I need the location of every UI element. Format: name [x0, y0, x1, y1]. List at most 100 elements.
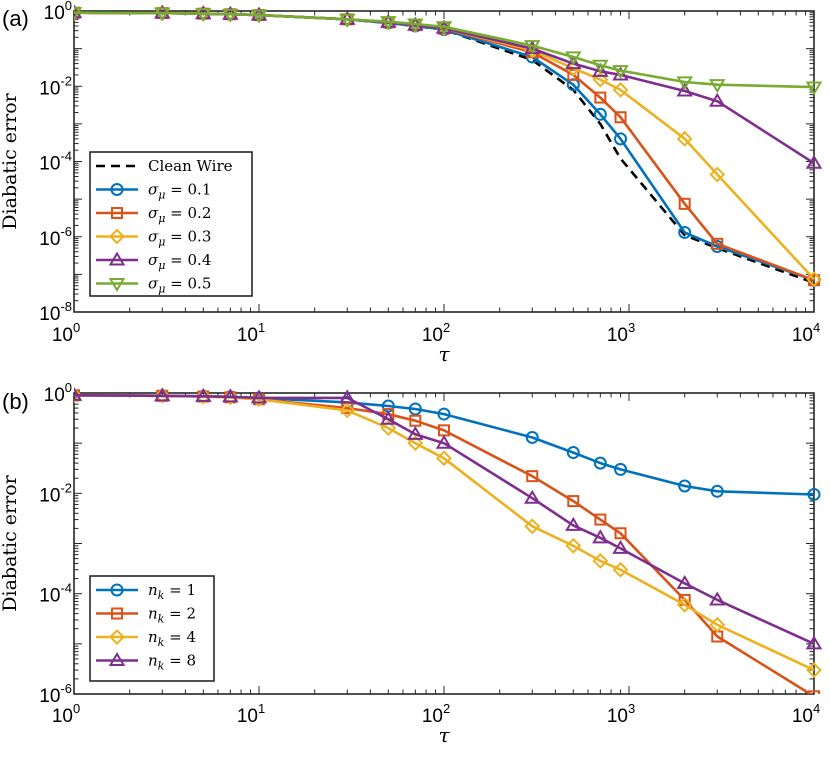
data-point — [436, 450, 452, 467]
data-point — [250, 9, 268, 24]
panel-label: (a) — [2, 6, 29, 31]
legend-box — [89, 151, 253, 297]
series-line — [74, 394, 815, 496]
legend-label: σμ = 0.5 — [148, 275, 211, 296]
y-tick-label: 10-2 — [39, 73, 72, 99]
legend-swatch-marker — [110, 583, 124, 597]
data-point — [524, 518, 541, 535]
data-point — [594, 91, 607, 104]
data-point — [525, 430, 539, 444]
data-point — [612, 66, 629, 81]
panel-label: (b) — [2, 389, 29, 414]
x-tick-label: 104 — [792, 320, 820, 346]
data-point — [594, 513, 607, 526]
data-point — [678, 479, 692, 493]
data-point — [612, 539, 629, 554]
data-point — [74, 386, 83, 401]
x-tick-label: 100 — [52, 320, 80, 346]
data-point — [567, 68, 580, 81]
legend-swatch-marker — [109, 228, 125, 245]
y-tick-label: 10-6 — [39, 224, 72, 250]
data-point — [592, 529, 609, 544]
legend-item: σμ = 0.4 — [96, 251, 211, 272]
data-point — [407, 435, 424, 452]
data-point — [222, 389, 239, 406]
data-point — [339, 389, 356, 404]
x-tick-label: 104 — [792, 701, 820, 727]
y-axis-label: Diabatic error — [0, 92, 21, 229]
data-point — [808, 690, 820, 694]
data-point — [805, 635, 822, 650]
series-3 — [74, 386, 822, 650]
data-point — [678, 225, 692, 239]
y-axis — [74, 394, 814, 695]
data-point — [593, 107, 607, 121]
legend-box — [89, 575, 215, 682]
data-point — [524, 40, 541, 55]
legend-swatch-marker — [108, 251, 126, 266]
y-tick-label: 10-2 — [39, 480, 72, 506]
data-point — [154, 387, 171, 402]
x-axis-label: τ — [438, 342, 450, 366]
data-point — [195, 8, 212, 23]
chart-panel-b: 100 101 102 103 104 10-6 10-4 10-2 100 τ Diabatic … — [0, 380, 822, 747]
legend-swatch-marker — [111, 607, 123, 620]
legend-item: nk = 4 — [96, 628, 196, 649]
data-point — [592, 62, 609, 77]
data-point — [709, 79, 726, 94]
x-tick-label: 101 — [237, 701, 265, 727]
x-tick-label: 102 — [422, 320, 450, 346]
data-point — [408, 402, 422, 416]
data-point — [74, 387, 82, 404]
data-point — [250, 389, 268, 404]
data-point — [676, 76, 693, 91]
data-point — [74, 7, 83, 22]
series-5 — [74, 7, 822, 96]
y-tick-label: 100 — [44, 380, 72, 406]
data-point — [524, 489, 541, 504]
legend-swatch-marker — [108, 652, 126, 667]
legend-label: nk = 4 — [148, 628, 196, 649]
legend-item: σμ = 0.1 — [96, 181, 211, 202]
series-0 — [74, 388, 821, 501]
legend-swatch-marker — [110, 183, 124, 196]
series-line — [74, 11, 815, 89]
data-point — [339, 402, 356, 419]
data-point — [567, 495, 580, 508]
legend-swatch-marker — [109, 629, 125, 645]
data-point — [806, 662, 822, 678]
data-point — [709, 616, 726, 633]
legend-item: Clean Wire — [96, 157, 233, 175]
x-tick-label: 100 — [52, 701, 80, 727]
legend-label: σμ = 0.2 — [148, 204, 211, 225]
legend-item: nk = 1 — [96, 581, 196, 602]
data-point — [380, 16, 397, 31]
legend-label: σμ = 0.1 — [148, 181, 211, 202]
data-point — [593, 456, 607, 470]
data-point — [592, 59, 609, 74]
data-point — [612, 561, 629, 578]
data-point — [612, 65, 629, 80]
data-point — [526, 470, 539, 483]
x-axis-label: τ — [438, 723, 450, 747]
data-point — [676, 574, 693, 589]
data-point — [565, 55, 582, 70]
data-point — [565, 51, 582, 66]
data-point — [154, 7, 171, 22]
data-point — [710, 484, 724, 498]
data-point — [437, 407, 451, 421]
data-point — [807, 487, 821, 501]
y-tick-label: 10-6 — [39, 681, 72, 707]
data-point — [565, 537, 582, 554]
chart-panel-a: 100 101 102 103 104 10-8 10-6 10-4 10-2 100 τ Diaba… — [0, 0, 822, 366]
data-point — [709, 591, 726, 606]
legend-label: nk = 8 — [148, 652, 196, 673]
legend-item: nk = 2 — [96, 605, 196, 626]
data-point — [806, 271, 822, 287]
data-point — [614, 527, 627, 540]
data-point — [592, 71, 609, 88]
data-point — [805, 154, 822, 169]
data-point — [614, 462, 628, 476]
